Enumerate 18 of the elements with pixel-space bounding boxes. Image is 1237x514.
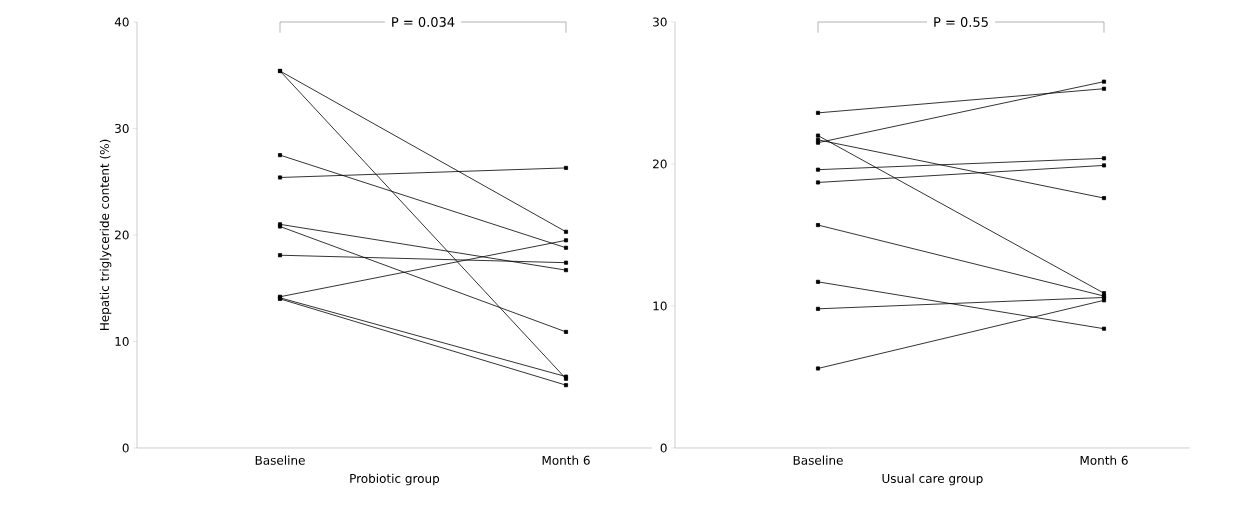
x-tick-label: Baseline (793, 455, 843, 465)
y-axis-title: Hepatic triglyceride content (%) (99, 139, 112, 331)
x-tick-label: Month 6 (542, 455, 590, 465)
y-tick-label: 30 (653, 17, 667, 27)
y-tick-label: 30 (115, 123, 129, 134)
y-tick-label: 10 (653, 301, 667, 311)
y-tick-label: 0 (122, 443, 129, 453)
x-tick-label: Month 6 (1080, 455, 1128, 465)
y-tick-label: 40 (114, 17, 129, 27)
y-tick-label: 10 (115, 336, 129, 347)
annotation: P = 0.55 (934, 17, 988, 27)
y-tick-label: 20 (653, 159, 667, 169)
x-tick-label: Baseline (255, 455, 305, 465)
x-axis-title: Usual care group (882, 473, 983, 486)
y-tick-label: 0 (660, 443, 667, 453)
y-tick-label: 20 (115, 230, 129, 240)
annotation: P = 0.034 (392, 17, 455, 27)
x-axis-title: Probiotic group (350, 473, 440, 486)
